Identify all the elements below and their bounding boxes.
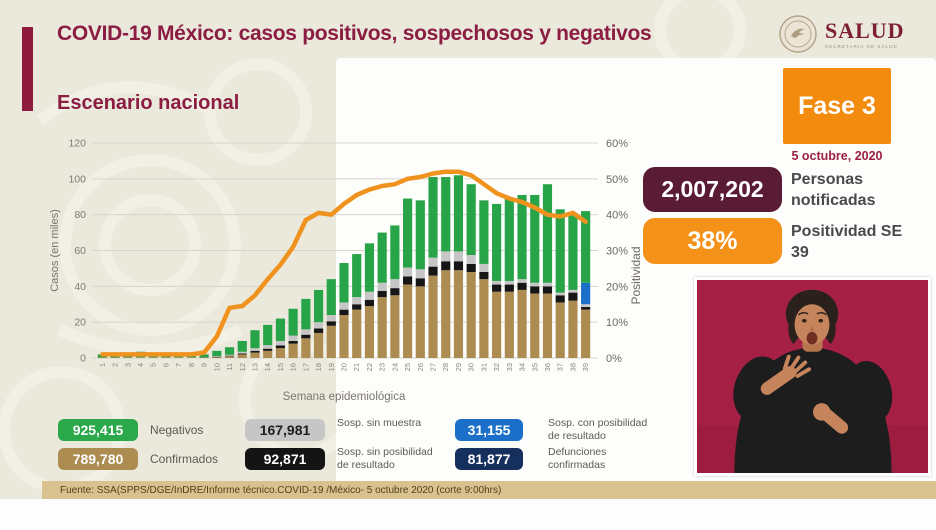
svg-text:23: 23: [378, 363, 387, 371]
svg-text:15: 15: [276, 363, 285, 371]
svg-text:9: 9: [200, 363, 209, 367]
svg-text:10%: 10%: [606, 317, 628, 329]
svg-text:20%: 20%: [606, 281, 628, 293]
svg-text:30%: 30%: [606, 246, 628, 258]
legend-label: Confirmados: [150, 452, 219, 466]
svg-text:Positividad: Positividad: [629, 246, 643, 304]
source-text: Fuente: SSA(SPPS/DGE/InDRE/Informe técni…: [60, 484, 502, 496]
source-footer-bar: Fuente: SSA(SPPS/DGE/InDRE/Informe técni…: [42, 481, 936, 499]
logo-name: SALUD: [825, 17, 905, 43]
svg-text:26: 26: [416, 363, 425, 371]
svg-text:40: 40: [74, 281, 86, 293]
svg-text:37: 37: [556, 363, 565, 371]
svg-text:Semana epidemiológica: Semana epidemiológica: [283, 391, 406, 403]
eagle-seal-icon: [779, 15, 817, 53]
svg-text:27: 27: [429, 363, 438, 371]
svg-text:40%: 40%: [606, 210, 628, 222]
logo-subtitle: SECRETARÍA DE SALUD: [825, 43, 898, 49]
svg-text:39: 39: [581, 363, 590, 371]
svg-text:0%: 0%: [606, 353, 622, 365]
svg-text:Casos (en miles): Casos (en miles): [49, 209, 61, 292]
legend-badge: 92,871: [245, 448, 325, 470]
svg-text:1: 1: [98, 363, 107, 367]
svg-text:12: 12: [238, 363, 247, 371]
positivity-value-badge: 38%: [643, 218, 782, 264]
legend-badge: 789,780: [58, 448, 138, 470]
section-title: Escenario nacional: [57, 92, 240, 114]
svg-text:24: 24: [390, 363, 399, 371]
svg-text:17: 17: [301, 363, 310, 371]
legend-label: Sosp. con posibilidad de resultado: [548, 417, 648, 442]
svg-text:21: 21: [352, 363, 361, 371]
legend-label: Defunciones confirmadas: [548, 446, 607, 471]
svg-text:60%: 60%: [606, 138, 628, 150]
fase-badge: Fase 3: [783, 68, 891, 144]
legend-badge: 31,155: [455, 419, 523, 441]
legend-badge: 925,415: [58, 419, 138, 441]
title-accent-bar: [22, 27, 33, 111]
svg-text:20: 20: [74, 317, 86, 329]
svg-text:60: 60: [74, 245, 86, 257]
stacked-bar-chart: 0 0%20 10%40 20%60 30%80 40%100 50%120 60%1 2 3 4 5…: [49, 138, 643, 404]
svg-text:38: 38: [568, 363, 577, 371]
svg-text:80: 80: [74, 209, 86, 221]
bottom-margin: [0, 499, 936, 530]
svg-text:31: 31: [479, 363, 488, 371]
svg-text:25: 25: [403, 363, 412, 371]
svg-text:19: 19: [327, 363, 336, 371]
svg-text:100: 100: [68, 173, 86, 185]
svg-text:16: 16: [289, 363, 298, 371]
legend-label: Sosp. sin posibilidad de resultado: [337, 446, 433, 471]
svg-text:33: 33: [505, 363, 514, 371]
svg-text:34: 34: [518, 363, 527, 371]
svg-text:2: 2: [111, 363, 120, 367]
notified-label: Personas notificadas: [791, 171, 876, 209]
svg-text:7: 7: [174, 363, 183, 367]
positivity-label: Positividad SE 39: [791, 223, 903, 261]
svg-text:13: 13: [250, 363, 259, 371]
salud-logo: SALUD SECRETARÍA DE SALUD: [778, 14, 905, 54]
svg-text:3: 3: [123, 363, 132, 367]
svg-text:5: 5: [149, 363, 158, 367]
epidemic-chart: 0 0% 20 10% 40 20% 60 30% 80 40% 100 50% 120 60% 1 2 3 4 5…: [45, 128, 651, 418]
svg-text:4: 4: [136, 363, 145, 367]
date-label: 5 octubre, 2020: [791, 149, 883, 163]
svg-text:18: 18: [314, 363, 323, 371]
legend-badge: 167,981: [245, 419, 325, 441]
svg-text:10: 10: [212, 363, 221, 371]
logo-text: SALUD SECRETARÍA DE SALUD: [825, 17, 905, 49]
svg-text:120: 120: [68, 138, 86, 150]
legend-label: Sosp. sin muestra: [337, 417, 422, 429]
sign-language-interpreter-video: [694, 277, 931, 476]
svg-text:11: 11: [225, 363, 234, 371]
svg-text:14: 14: [263, 363, 272, 371]
svg-text:32: 32: [492, 363, 501, 371]
legend-badge: 81,877: [455, 448, 523, 470]
svg-text:20: 20: [340, 363, 349, 371]
svg-text:22: 22: [365, 363, 374, 371]
svg-text:35: 35: [530, 363, 539, 371]
page-title: COVID-19 México: casos positivos, sospec…: [57, 22, 652, 45]
svg-text:0: 0: [80, 353, 86, 365]
svg-text:8: 8: [187, 363, 196, 367]
notified-value-badge: 2,007,202: [643, 167, 782, 212]
svg-text:30: 30: [467, 363, 476, 371]
svg-text:50%: 50%: [606, 174, 628, 186]
legend-label: Negativos: [150, 423, 204, 437]
svg-text:6: 6: [161, 363, 170, 367]
svg-text:36: 36: [543, 363, 552, 371]
interpreter-figure: [697, 280, 928, 473]
svg-text:28: 28: [441, 363, 450, 371]
svg-text:29: 29: [454, 363, 463, 371]
